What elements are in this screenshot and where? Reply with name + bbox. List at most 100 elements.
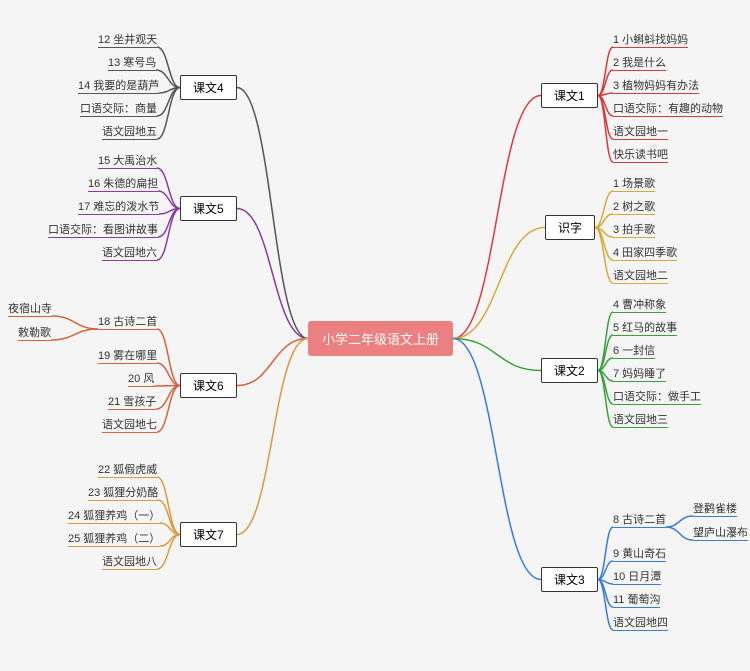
leaf-node: 口语交际：做手工: [613, 388, 701, 404]
leaf-underline: [108, 70, 156, 71]
leaf-node: 语文园地一: [613, 123, 668, 139]
leaf-underline: [108, 409, 156, 410]
leaf-underline: [613, 260, 677, 261]
leaf-underline: [98, 168, 157, 169]
branch-node-k7: 课文7: [180, 522, 237, 547]
branch-node-k2: 课文2: [541, 358, 598, 383]
leaf-node: 10 日月潭: [613, 568, 661, 584]
leaf-node: 15 大禹治水: [98, 152, 157, 168]
leaf-underline: [88, 191, 158, 192]
leaf-node: 9 黄山奇石: [613, 545, 666, 561]
leaf-underline: [18, 340, 51, 341]
leaf-underline: [98, 363, 157, 364]
leaf-underline: [98, 47, 157, 48]
leaf-node: 1 小蝌蚪找妈妈: [613, 31, 688, 47]
root-node: 小学二年级语文上册: [308, 321, 453, 356]
leaf-underline: [613, 607, 660, 608]
leaf-underline: [102, 432, 157, 433]
branch-node-k3: 课文3: [541, 567, 598, 592]
leaf-node: 语文园地七: [102, 416, 157, 432]
leaf-underline: [613, 139, 668, 140]
leaf-node: 口语交际：有趣的动物: [613, 100, 723, 116]
leaf-node: 2 我是什么: [613, 54, 666, 70]
leaf-underline: [102, 260, 157, 261]
leaf-underline: [68, 523, 160, 524]
leaf-underline: [613, 404, 701, 405]
leaf-node: 23 狐狸分奶酪: [88, 484, 158, 500]
leaf-underline: [693, 540, 748, 541]
leaf-underline: [102, 569, 157, 570]
leaf-underline: [68, 546, 160, 547]
leaf-underline: [98, 477, 157, 478]
leaf-node: 口语交际：看图讲故事: [48, 221, 158, 237]
leaf-underline: [78, 93, 159, 94]
leaf-underline: [80, 116, 157, 117]
leaf-node: 语文园地五: [102, 123, 157, 139]
leaf-node: 13 寒号鸟: [108, 54, 156, 70]
leaf-node: 7 妈妈睡了: [613, 365, 666, 381]
leaf-node: 14 我要的是葫芦: [78, 77, 159, 93]
leaf-underline: [613, 527, 666, 528]
leaf-node: 3 拍手歌: [613, 221, 655, 237]
leaf-underline: [693, 516, 737, 517]
leaf-node: 语文园地六: [102, 244, 157, 260]
leaf-node: 11 葡萄沟: [613, 591, 660, 607]
leaf-underline: [613, 214, 655, 215]
leaf-underline: [613, 335, 677, 336]
leaf-node: 19 雾在哪里: [98, 347, 157, 363]
leaf-node: 16 朱德的扁担: [88, 175, 158, 191]
leaf-underline: [613, 237, 655, 238]
leaf-underline: [613, 561, 666, 562]
leaf-node: 25 狐狸养鸡（二）: [68, 530, 160, 546]
branch-node-k5: 课文5: [180, 196, 237, 221]
leaf-node: 敕勒歌: [18, 324, 51, 340]
branch-node-k6: 课文6: [180, 373, 237, 398]
leaf-node: 24 狐狸养鸡（一）: [68, 507, 160, 523]
mindmap-canvas: 小学二年级语文上册课文11 小蝌蚪找妈妈2 我是什么3 植物妈妈有办法口语交际：…: [0, 0, 750, 671]
leaf-node: 语文园地三: [613, 411, 668, 427]
leaf-underline: [48, 237, 158, 238]
leaf-node: 17 难忘的泼水节: [78, 198, 159, 214]
leaf-node: 12 坐井观天: [98, 31, 157, 47]
leaf-underline: [88, 500, 158, 501]
leaf-underline: [613, 427, 668, 428]
leaf-node: 5 红马的故事: [613, 319, 677, 335]
leaf-underline: [8, 316, 52, 317]
leaf-node: 18 古诗二首: [98, 313, 157, 329]
leaf-underline: [98, 329, 157, 330]
leaf-node: 快乐读书吧: [613, 146, 668, 162]
leaf-node: 语文园地四: [613, 614, 668, 630]
leaf-underline: [613, 381, 666, 382]
leaf-underline: [613, 191, 655, 192]
leaf-node: 语文园地八: [102, 553, 157, 569]
branch-node-k1: 课文1: [541, 83, 598, 108]
leaf-node: 望庐山瀑布: [693, 524, 748, 540]
leaf-underline: [613, 116, 723, 117]
leaf-underline: [613, 584, 661, 585]
leaf-node: 口语交际：商量: [80, 100, 157, 116]
leaf-underline: [613, 47, 688, 48]
leaf-node: 22 狐假虎威: [98, 461, 157, 477]
leaf-node: 6 一封信: [613, 342, 655, 358]
leaf-underline: [613, 70, 666, 71]
leaf-underline: [613, 312, 666, 313]
leaf-underline: [613, 93, 699, 94]
leaf-underline: [128, 386, 154, 387]
branch-node-sz: 识字: [545, 215, 595, 240]
leaf-underline: [613, 630, 668, 631]
leaf-node: 夜宿山寺: [8, 300, 52, 316]
leaf-node: 2 树之歌: [613, 198, 655, 214]
leaf-node: 4 田家四季歌: [613, 244, 677, 260]
leaf-underline: [78, 214, 159, 215]
leaf-underline: [102, 139, 157, 140]
leaf-underline: [613, 283, 668, 284]
leaf-node: 3 植物妈妈有办法: [613, 77, 699, 93]
leaf-node: 21 雪孩子: [108, 393, 156, 409]
leaf-node: 1 场景歌: [613, 175, 655, 191]
leaf-underline: [613, 162, 668, 163]
leaf-node: 4 曹冲称象: [613, 296, 666, 312]
leaf-node: 20 风: [128, 370, 154, 386]
leaf-node: 登鹳雀楼: [693, 500, 737, 516]
leaf-underline: [613, 358, 655, 359]
leaf-node: 8 古诗二首: [613, 511, 666, 527]
